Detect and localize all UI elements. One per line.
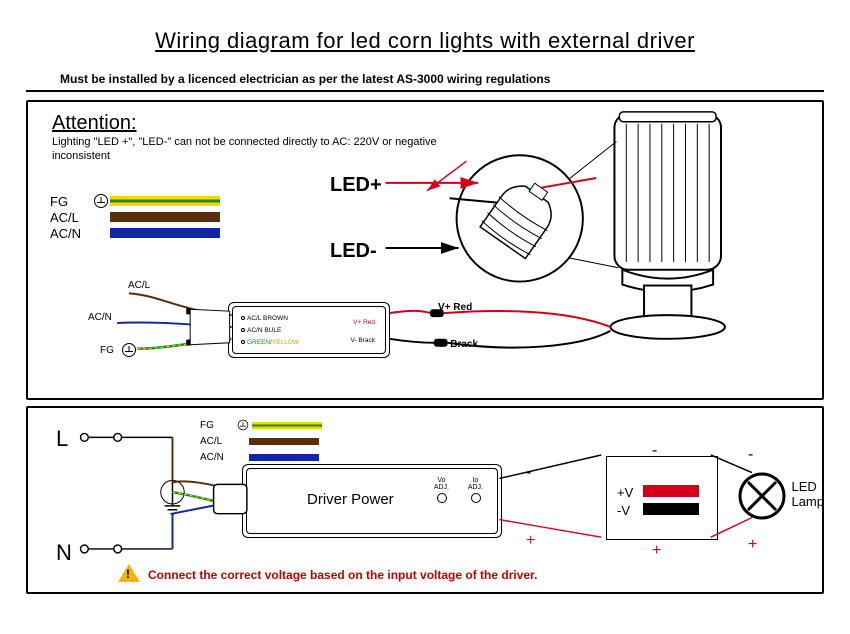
L-label: L (56, 426, 68, 452)
bottom-driver-inner: Driver Power Vo ADJ. Io ADJ. (246, 468, 498, 534)
legend-acn: AC/N (50, 226, 220, 240)
install-note: Must be installed by a licenced electric… (60, 72, 850, 86)
vo-adj-knob (437, 493, 447, 503)
ground-icon-2 (122, 343, 136, 357)
plus-v-bar (643, 485, 699, 497)
legend-fg: FG (50, 194, 220, 208)
vplus-wire-b (444, 311, 611, 327)
vplus-out-label: V+ Red (438, 302, 472, 313)
legend-bottom: FG AC/L AC/N (200, 418, 322, 466)
legend-acl: AC/L (50, 210, 220, 224)
legend-acl-label: AC/L (50, 210, 92, 225)
driver-power-label: Driver Power (307, 491, 394, 508)
fg-wire (137, 339, 232, 349)
minus-v-bar (643, 503, 699, 515)
N-label: N (56, 540, 72, 566)
page-title: Wiring diagram for led corn lights with … (0, 0, 850, 54)
vminus-out-label: V- Brack (438, 339, 478, 350)
vplus-wire-a (389, 311, 430, 313)
warning-text: Connect the correct voltage based on the… (148, 568, 537, 582)
lamp-label: LED Lamp (791, 480, 824, 510)
legend-top: FG AC/L AC/N (50, 194, 220, 242)
top-driver-vplus: V+ Red (353, 319, 375, 326)
output-terminal-box: +V -V (606, 456, 718, 540)
bottom-driver-box: Driver Power Vo ADJ. Io ADJ. (242, 464, 502, 538)
top-driver-acn: AC/N BULE (241, 327, 281, 334)
vminus-wire-a (389, 339, 434, 343)
legend-acl-swatch (110, 212, 220, 222)
legend-fg-swatch (110, 196, 220, 206)
io-adj-label: Io ADJ. (468, 477, 483, 491)
top-driver-inner: AC/L BROWN AC/N BULE GREEN/YELLOW V+ Red… (232, 306, 386, 354)
corn-light-icon (610, 112, 724, 339)
legend-acn-label: AC/N (50, 226, 92, 241)
top-acl-label: AC/L (128, 280, 150, 291)
acl-wire (129, 293, 232, 315)
lamp-symbol (736, 466, 796, 531)
box-minus: - (652, 442, 657, 460)
top-driver-acl: AC/L BROWN (241, 315, 288, 322)
lamp-plus: + (748, 536, 757, 554)
top-panel: Attention: Lighting "LED +", "LED-" can … (26, 100, 824, 400)
led-minus-label: LED- (330, 240, 377, 263)
top-fg-label: FG (100, 345, 114, 356)
ground-icon-3 (238, 420, 249, 431)
attention-heading: Attention: (52, 112, 137, 135)
plus-v-label: +V (617, 485, 633, 500)
box-plus: + (652, 542, 661, 560)
top-driver-green: GREEN/YELLOW (241, 339, 299, 346)
warning-icon (118, 564, 140, 582)
bottom-panel: L N FG AC/L AC/N Driver Power Vo ADJ. Io… (26, 406, 824, 594)
vo-adj-label: Vo ADJ. (434, 477, 449, 491)
divider-line (26, 90, 824, 92)
acn-wire (117, 322, 231, 326)
led-plus-label: LED+ (330, 174, 382, 197)
io-adj-knob (471, 493, 481, 503)
legend-fg-label: FG (50, 194, 92, 209)
attention-line1: Lighting "LED +", "LED-" can not be conn… (52, 136, 437, 148)
ground-icon (94, 194, 108, 208)
magnifier-icon (446, 116, 618, 282)
lamp-minus: - (748, 446, 753, 464)
legend-acn-swatch (110, 228, 220, 238)
top-driver-vminus: V- Brack (350, 337, 375, 344)
minus-v-label: -V (617, 503, 630, 518)
top-acn-label: AC/N (88, 312, 112, 323)
attention-body: Lighting "LED +", "LED-" can not be conn… (52, 136, 437, 164)
driver-out-minus: - (526, 464, 531, 482)
attention-line2: inconsistent (52, 150, 110, 162)
driver-out-plus: + (526, 532, 535, 550)
top-driver-box: AC/L BROWN AC/N BULE GREEN/YELLOW V+ Red… (228, 302, 390, 358)
